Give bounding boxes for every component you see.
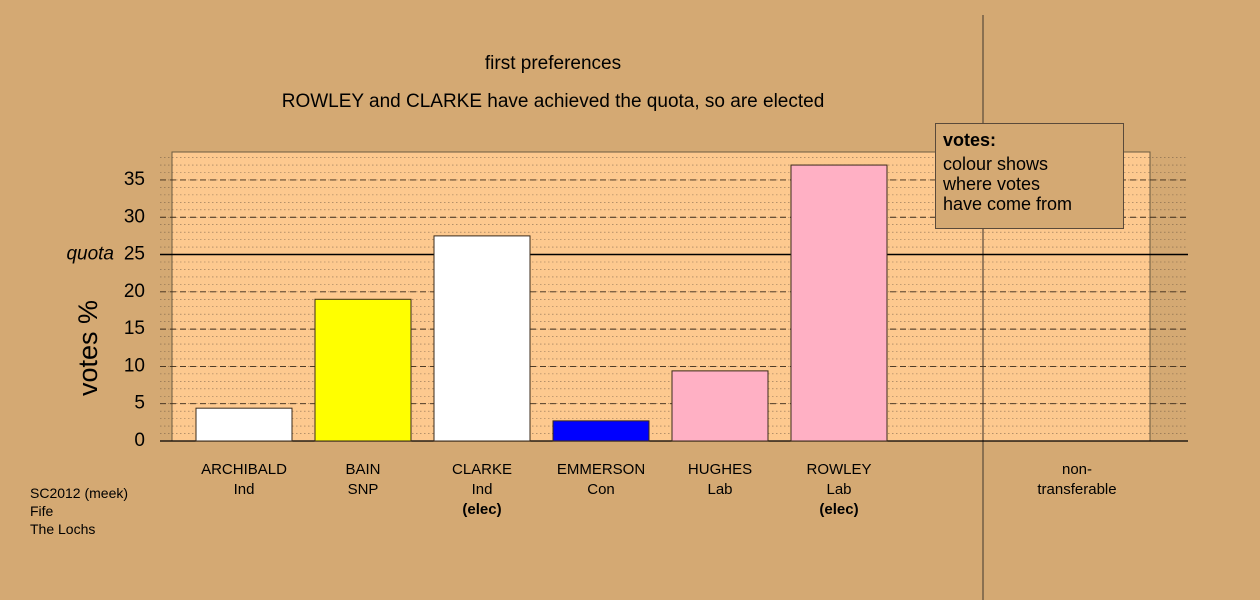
y-tick-label: 35 (124, 169, 145, 190)
candidate-name: HUGHES (687, 461, 753, 478)
chart-title: first preferences (485, 53, 621, 74)
x-tick-label: EMMERSON Con (546, 460, 656, 500)
party: SNP (347, 481, 379, 498)
status: (elec) (462, 501, 502, 518)
candidate-name: non-transferable (1037, 461, 1117, 498)
x-tick-label: BAIN SNP (308, 460, 418, 500)
status: (elec) (819, 501, 859, 518)
x-tick-label: CLARKE Ind (elec) (427, 460, 537, 520)
legend-text: colour shows (943, 154, 1049, 174)
footer: Fife (30, 503, 54, 519)
party: Lab (707, 481, 733, 498)
bar (433, 235, 531, 442)
legend: votes: colour shows where votes have com… (935, 123, 1124, 229)
candidate-name: ROWLEY (806, 461, 872, 478)
bar (552, 420, 650, 442)
x-tick-label: ARCHIBALD Ind (189, 460, 299, 500)
bar (790, 164, 888, 442)
legend-text: have come from (943, 194, 1073, 214)
y-axis-label: votes % (73, 300, 103, 396)
footer: The Lochs (30, 521, 96, 537)
y-tick-label: 25 (124, 244, 145, 265)
party: Ind (471, 481, 493, 498)
chart-subtitle: ROWLEY and CLARKE have achieved the quot… (282, 91, 825, 112)
footer: SC2012 (meek) (30, 485, 129, 501)
y-tick-label: 5 (134, 393, 145, 414)
candidate-name: BAIN (345, 461, 381, 478)
x-tick-label: ROWLEY Lab (elec) (784, 460, 894, 520)
legend-title: votes: (943, 130, 997, 150)
party: Lab (826, 481, 852, 498)
party: Ind (233, 481, 255, 498)
bar (671, 370, 769, 442)
party: Con (587, 481, 615, 498)
y-tick-label: 0 (134, 430, 145, 451)
legend-text: where votes (943, 174, 1041, 194)
bar (314, 298, 412, 442)
y-tick-label: 10 (124, 355, 145, 376)
candidate-name: CLARKE (451, 461, 513, 478)
candidate-name: ARCHIBALD (201, 461, 287, 478)
y-tick-label: 20 (124, 281, 145, 302)
y-tick-label: 15 (124, 318, 145, 339)
x-tick-label: non-transferable (1032, 460, 1122, 500)
candidate-name: EMMERSON (556, 461, 646, 478)
y-tick-label: 30 (124, 206, 145, 227)
x-tick-label: HUGHES Lab (665, 460, 775, 500)
quota-label: quota (66, 244, 114, 265)
bar (195, 407, 293, 442)
